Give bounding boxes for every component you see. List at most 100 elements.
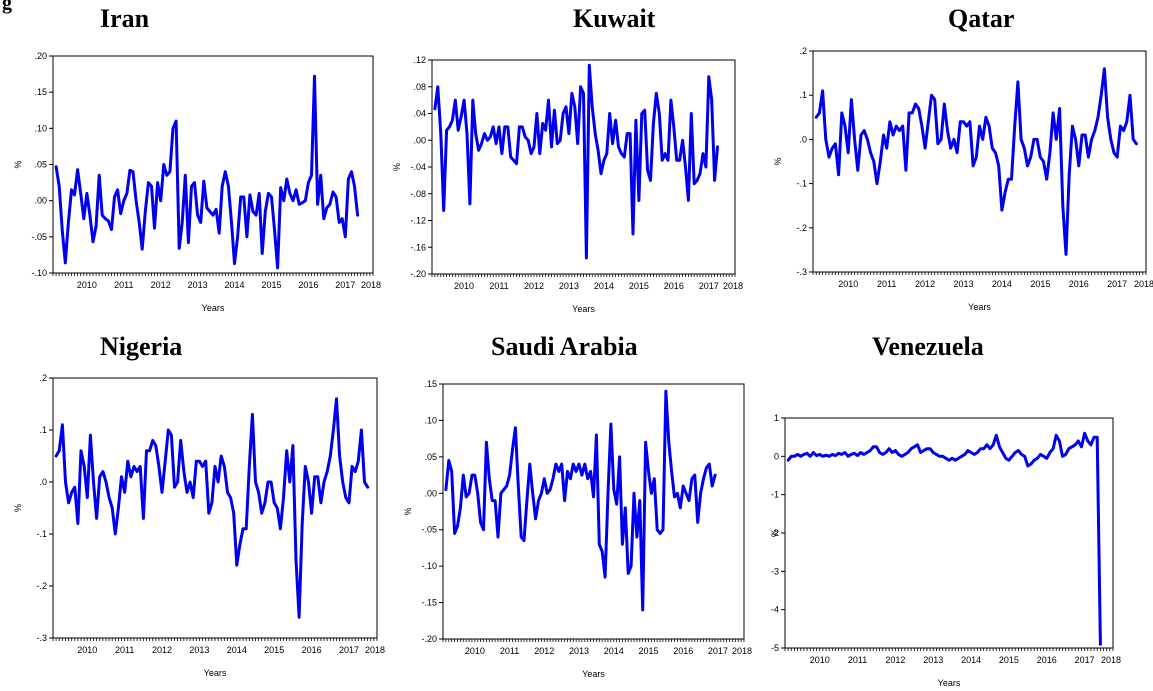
series-line: [444, 389, 717, 612]
y-tick-label: -1: [771, 490, 779, 500]
x-tick-label: 2010: [465, 646, 485, 656]
y-tick-label: .12: [413, 55, 426, 65]
y-tick-label: -3: [771, 566, 779, 576]
y-tick-label: .10: [34, 123, 47, 133]
line-chart-saudi-arabia: .15 .10 .05 .00 -.05 -.10 -.15 -.20 2010 2011 2012…: [403, 379, 752, 679]
x-axis-title: Years: [582, 669, 605, 679]
series-line: [54, 74, 360, 270]
y-tick-label: -.1: [796, 179, 807, 189]
x-tick-label: 2015: [638, 646, 658, 656]
y-tick-label: 0: [774, 451, 779, 461]
x-tick-label: 2010: [838, 279, 858, 289]
x-tick-label: 2018: [365, 645, 385, 655]
line-chart-kuwait: .12 .08 .04 .00 -.04 -.08 -.12 -.16 -.20 2010 2011…: [392, 55, 743, 314]
x-tick-label: 2011: [114, 280, 133, 290]
y-tick-label: .20: [34, 51, 47, 61]
y-tick-label: -.3: [36, 633, 47, 643]
x-tick-label: 2012: [151, 280, 171, 290]
chart-title: Qatar: [948, 4, 1015, 33]
x-tick-label: 2011: [877, 279, 896, 289]
line-chart-venezuela: 1 0 -1 -2 -3 -4 -5 2010 2011 2012 2013 2014 2015 2016…: [770, 413, 1121, 688]
x-tick-label: 2012: [915, 279, 935, 289]
chart-panel-kuwait: Kuwait .12 .08 .04 .00 -.04 -.08 -.12 -.16 -.20 2…: [385, 0, 770, 330]
chart-panel-venezuela: Venezuela 1 0 -1 -2 -3 -4 -5 2010 2011 2012 2013 20…: [768, 330, 1153, 691]
y-tick-label: .2: [799, 46, 807, 56]
x-tick-label: 2015: [629, 281, 649, 291]
y-axis-title: %: [403, 507, 413, 515]
y-tick-label: -.2: [36, 581, 47, 591]
chart-title: Kuwait: [573, 4, 656, 33]
x-tick-label: 2017: [339, 645, 359, 655]
y-tick-label: -.08: [410, 189, 426, 199]
y-tick-label: .2: [39, 373, 47, 383]
y-tick-label: .0: [39, 477, 47, 487]
plot-frame: [52, 55, 374, 274]
x-tick-label: 2016: [302, 645, 322, 655]
y-tick-label: -.12: [410, 216, 426, 226]
x-tick-label: 2011: [489, 281, 508, 291]
y-tick-label: -.1: [36, 529, 47, 539]
y-tick-label: -.16: [410, 242, 426, 252]
y-axis-title: %: [392, 163, 402, 171]
figure-label: g: [2, 0, 12, 14]
y-tick-label: -2: [771, 528, 779, 538]
y-tick-label: .00: [413, 135, 426, 145]
x-tick-label: 2010: [810, 655, 830, 665]
x-tick-label: 2014: [992, 279, 1012, 289]
y-tick-label: -.04: [410, 162, 426, 172]
x-tick-label: 2014: [961, 655, 981, 665]
x-tick-label: 2010: [77, 645, 97, 655]
y-axis-title: %: [773, 157, 783, 165]
chart-title: Iran: [100, 4, 150, 33]
x-tick-label: 2015: [999, 655, 1019, 665]
x-tick-label: 2015: [264, 645, 284, 655]
x-axis-title: Years: [572, 304, 595, 314]
x-tick-label: 2018: [723, 281, 743, 291]
chart-title: Saudi Arabia: [491, 332, 638, 361]
x-tick-label: 2013: [953, 279, 973, 289]
plot-frame: [812, 50, 1147, 273]
y-tick-label: -.20: [421, 634, 437, 644]
chart-panel-saudi-arabia: Saudi Arabia .15 .10 .05 .00 -.05 -.10 -.15 -.2…: [385, 330, 770, 691]
plot-frame: [52, 377, 378, 639]
x-tick-label: 2015: [1030, 279, 1050, 289]
x-axis-title: Years: [968, 302, 991, 312]
x-tick-label: 2018: [1101, 655, 1121, 665]
chart-panel-qatar: Qatar .2 .1 .0 -.1 -.2 -.3 2010 2011 2012 2013 201…: [768, 0, 1153, 330]
y-tick-label: .1: [39, 425, 47, 435]
y-tick-label: .15: [424, 379, 437, 389]
x-tick-label: 2016: [298, 280, 318, 290]
y-tick-label: -.20: [410, 269, 426, 279]
chart-title: Nigeria: [100, 332, 183, 361]
chart-title: Venezuela: [872, 332, 984, 361]
series-line: [433, 63, 719, 260]
x-tick-label: 2013: [923, 655, 943, 665]
y-axis-title: %: [13, 160, 23, 168]
y-tick-label: -.2: [796, 223, 807, 233]
x-tick-label: 2012: [885, 655, 905, 665]
x-tick-label: 2013: [188, 280, 208, 290]
plot-frame: [784, 417, 1114, 649]
y-tick-label: -5: [771, 643, 779, 653]
x-tick-label: 2016: [664, 281, 684, 291]
x-axis-title: Years: [938, 678, 961, 688]
series-line: [814, 67, 1138, 256]
x-tick-label: 2017: [1075, 655, 1095, 665]
x-tick-label: 2012: [152, 645, 172, 655]
x-tick-label: 2014: [604, 646, 624, 656]
x-tick-label: 2017: [708, 646, 728, 656]
y-tick-label: -.10: [31, 268, 47, 278]
y-axis-title: %: [770, 529, 780, 537]
y-tick-label: .1: [799, 90, 807, 100]
x-tick-label: 2016: [1037, 655, 1057, 665]
chart-panel-iran: Iran .20 .15 .10 .05 .00 -.05 -.10 2010 2011 2012…: [0, 0, 385, 330]
x-tick-label: 2014: [227, 645, 247, 655]
y-tick-label: .05: [34, 160, 47, 170]
x-tick-label: 2011: [115, 645, 134, 655]
x-tick-label: 2014: [594, 281, 614, 291]
x-axis-title: Years: [202, 303, 225, 313]
y-tick-label: .0: [799, 134, 807, 144]
y-tick-label: .08: [413, 82, 426, 92]
x-axis-title: Years: [204, 668, 227, 678]
y-axis-title: %: [13, 504, 23, 512]
